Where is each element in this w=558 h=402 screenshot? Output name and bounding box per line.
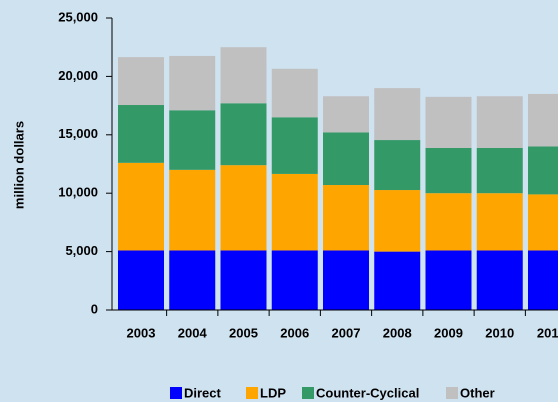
y-tick-label: 25,000: [58, 9, 98, 24]
x-tick-label: 2003: [127, 325, 156, 340]
x-tick-label: 2011: [537, 325, 558, 340]
bar-segment: [220, 250, 267, 310]
bar-segment: [374, 251, 421, 310]
y-tick-label: 0: [91, 301, 98, 316]
y-tick-label: 5,000: [65, 243, 98, 258]
x-tick-label: 2010: [485, 325, 514, 340]
x-tick-label: 2006: [280, 325, 309, 340]
bar-segment: [374, 190, 421, 252]
bar-segment: [476, 147, 523, 194]
bar-segment: [271, 250, 318, 310]
bar-segment: [118, 250, 164, 310]
bar-segment: [169, 169, 216, 251]
bar-segment: [476, 250, 523, 310]
bar-segment: [476, 96, 523, 148]
bar-segment: [374, 140, 421, 191]
bar-segment: [425, 250, 472, 310]
legend-label: LDP: [260, 385, 286, 400]
bar-segment: [476, 193, 523, 251]
x-tick-label: 2009: [434, 325, 463, 340]
bar-segment: [271, 68, 318, 118]
bar-segment: [425, 193, 472, 251]
bar-segment: [528, 194, 558, 251]
legend-swatch: [446, 387, 458, 399]
legend-label: Direct: [184, 385, 222, 400]
x-tick-label: 2007: [332, 325, 361, 340]
bar-segment: [220, 47, 267, 104]
bar-segment: [271, 173, 318, 251]
bar-segment: [118, 162, 164, 251]
y-tick-label: 20,000: [58, 68, 98, 83]
bar-segment: [118, 105, 164, 163]
bar-segment: [425, 147, 472, 194]
legend-swatch: [170, 387, 182, 399]
legend-label: Other: [460, 385, 495, 400]
bar-segment: [528, 93, 558, 147]
y-axis-label: million dollars: [11, 121, 26, 209]
legend-swatch: [302, 387, 314, 399]
bar-segment: [220, 165, 267, 251]
bar-segment: [169, 55, 216, 111]
x-tick-label: 2008: [383, 325, 412, 340]
bar-segment: [528, 250, 558, 310]
legend-swatch: [246, 387, 258, 399]
x-tick-label: 2004: [178, 325, 208, 340]
bar-segment: [169, 250, 216, 310]
bar-segment: [323, 250, 369, 310]
bar-segment: [425, 96, 472, 148]
bar-segment: [323, 185, 369, 251]
bar-segment: [169, 110, 216, 170]
y-tick-label: 10,000: [58, 185, 98, 200]
bar-segment: [220, 103, 267, 166]
bar-segment: [374, 88, 421, 141]
y-tick-label: 15,000: [58, 126, 98, 141]
legend-label: Counter-Cyclical: [316, 385, 419, 400]
bar-segment: [271, 117, 318, 174]
bar-segment: [323, 132, 369, 186]
bar-segment: [528, 146, 558, 195]
bar-segment: [323, 96, 369, 133]
x-tick-label: 2005: [229, 325, 258, 340]
bar-segment: [118, 57, 164, 106]
